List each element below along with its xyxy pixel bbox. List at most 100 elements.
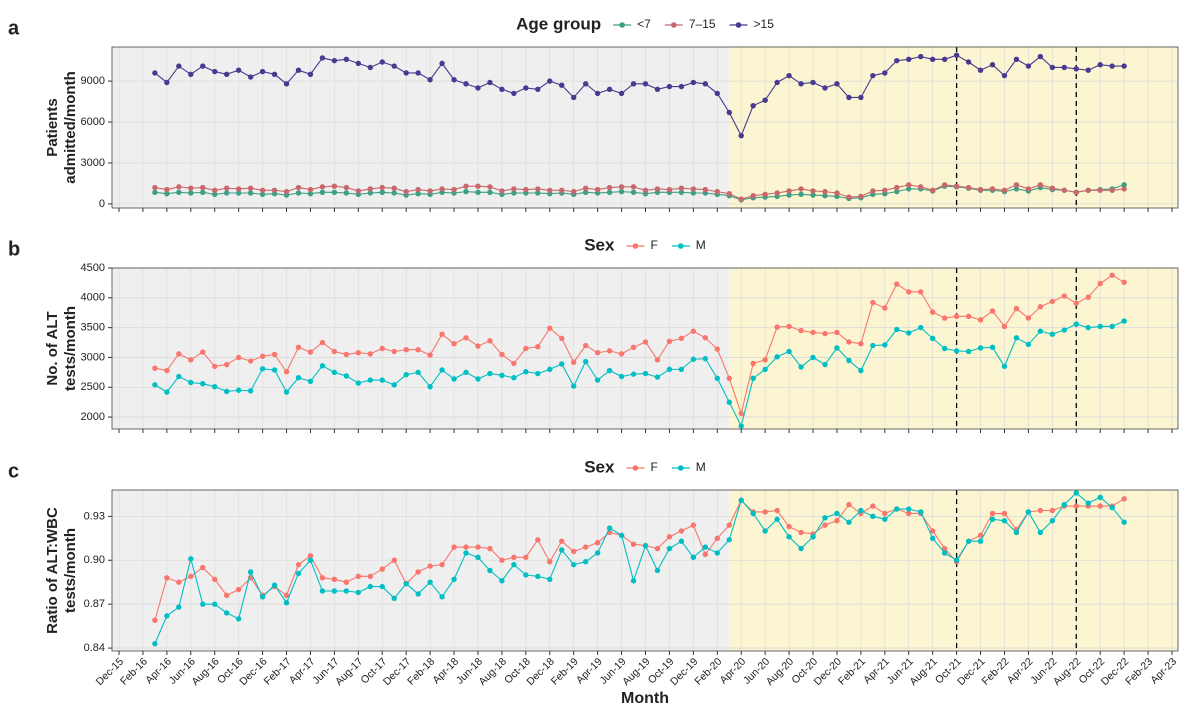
data-point (1085, 67, 1091, 73)
data-point (750, 375, 756, 382)
data-point (642, 542, 649, 549)
data-point (1109, 504, 1115, 511)
data-point (1001, 323, 1008, 330)
data-point (690, 190, 697, 196)
data-point (1013, 529, 1020, 536)
data-point (212, 68, 218, 75)
data-point (499, 188, 505, 194)
data-point (463, 335, 469, 341)
data-point (355, 349, 362, 356)
data-point (487, 79, 493, 86)
data-point (834, 518, 840, 524)
data-point (702, 335, 709, 341)
shaded-period (729, 47, 1178, 208)
data-point (989, 344, 996, 351)
data-point (1049, 518, 1056, 524)
data-point (834, 190, 840, 196)
data-point (415, 70, 421, 76)
data-point (1121, 318, 1127, 324)
legend-key (671, 22, 677, 28)
data-point (666, 83, 673, 90)
data-point (870, 72, 876, 79)
data-point (762, 191, 768, 198)
data-point (858, 341, 864, 347)
data-point (870, 503, 876, 509)
data-point (391, 382, 397, 388)
data-point (642, 339, 649, 345)
data-point (618, 90, 625, 97)
data-point (379, 377, 385, 383)
data-point (774, 190, 780, 196)
data-point (343, 351, 350, 358)
data-point (271, 187, 278, 193)
legend: Sex F M (584, 235, 706, 254)
data-point (355, 573, 362, 580)
data-point (989, 510, 996, 517)
data-point (953, 313, 960, 319)
data-point (511, 375, 517, 381)
panel-label: b (8, 238, 20, 260)
series-line (154, 184, 1125, 200)
y-axis-label: Patients (44, 98, 61, 156)
x-tick-label: Feb-22 (980, 655, 1012, 687)
data-point (307, 378, 314, 384)
data-point (798, 327, 804, 334)
y-axis-label: Ratio of ALT:WBC (44, 507, 61, 634)
data-point (295, 67, 302, 73)
data-point (1061, 293, 1068, 299)
data-point (571, 548, 577, 555)
data-point (714, 535, 720, 541)
data-point (750, 510, 756, 517)
data-point (271, 71, 278, 77)
data-point (200, 349, 206, 355)
data-point (1049, 507, 1056, 514)
data-point (630, 189, 637, 196)
data-point (941, 182, 948, 188)
data-point (271, 582, 278, 588)
data-point (164, 186, 170, 193)
data-point (1001, 363, 1008, 370)
data-point (1049, 331, 1056, 337)
x-tick-label: Aug-16 (189, 655, 222, 688)
data-point (822, 193, 828, 199)
data-point (164, 190, 170, 197)
data-point (343, 184, 350, 191)
data-point (343, 579, 350, 585)
data-point (642, 187, 649, 193)
data-point (1025, 509, 1032, 515)
data-point (666, 338, 673, 345)
data-point (223, 361, 230, 368)
data-point (535, 190, 541, 196)
data-point (1121, 182, 1127, 188)
data-point (152, 382, 158, 388)
data-point (235, 186, 242, 192)
x-tick-label: Aug-20 (764, 655, 797, 688)
data-point (307, 186, 314, 193)
data-point (858, 507, 864, 514)
data-point (606, 348, 613, 354)
data-point (1121, 279, 1127, 286)
data-point (726, 375, 732, 382)
data-point (726, 109, 732, 116)
data-point (582, 544, 589, 550)
data-point (989, 62, 996, 68)
data-point (918, 509, 924, 515)
y-tick-label: 3500 (81, 322, 105, 334)
data-point (355, 188, 362, 194)
data-point (774, 324, 780, 330)
data-point (941, 545, 948, 552)
data-point (295, 561, 302, 568)
data-point (271, 351, 278, 358)
data-point (295, 344, 302, 351)
data-point (642, 370, 649, 377)
data-point (547, 366, 553, 373)
data-point (965, 348, 972, 355)
data-point (235, 354, 242, 361)
series-line (154, 320, 1125, 428)
data-point (152, 640, 158, 647)
data-point (535, 344, 541, 350)
data-point (1073, 189, 1079, 196)
data-point (654, 186, 661, 192)
data-point (714, 346, 720, 352)
shaded-period (729, 490, 1178, 651)
